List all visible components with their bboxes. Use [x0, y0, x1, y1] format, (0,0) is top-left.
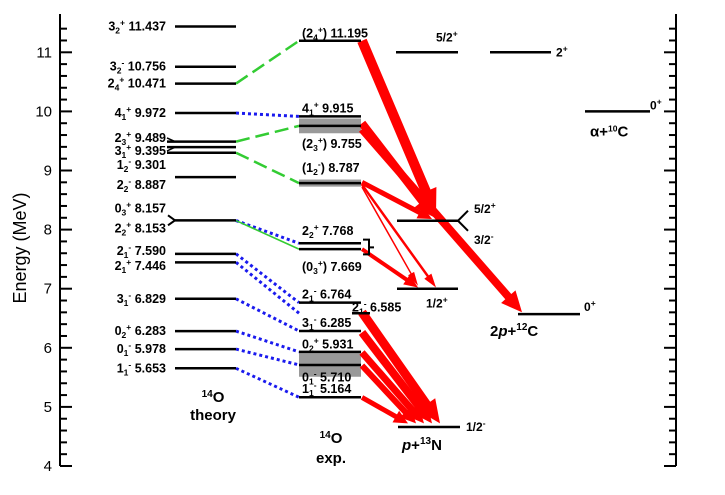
decay-arrows [357, 38, 522, 424]
decay-arrow [360, 180, 432, 219]
exp-level-label: (12​-​) 8.787 [302, 159, 360, 177]
exp-level-label: (24​+​) 11.195 [302, 24, 368, 42]
threshold-top-spin-2: 2+​ [556, 43, 568, 59]
tick-label: 10 [35, 103, 52, 120]
threshold-doublet-split [457, 209, 469, 232]
exp-level-label: 41​+​ 9.915 [302, 99, 353, 117]
theory-level-label: 12​-​ 9.301 [117, 156, 166, 174]
alpha-threshold-spin: 0+​ [650, 96, 662, 112]
twop-threshold-label: 2p+12C [490, 322, 538, 340]
threshold-half-plus-spin: 1/2+​ [426, 295, 448, 311]
exp-level-label: 21​-​ 6.764 [302, 286, 351, 304]
theory-level-label: 24​+​ 10.471 [108, 75, 166, 93]
theory-level-label: 21​-​ 7.590 [117, 242, 166, 260]
y-axis-title: Energy (MeV) [10, 192, 30, 303]
theory-level-label: 32​+​ 11.437 [108, 17, 166, 35]
tick-label: 9 [44, 163, 52, 180]
connection-line-dot-blue [235, 219, 300, 245]
connection-line-dot-blue [235, 261, 300, 315]
tick-label: 6 [44, 340, 52, 357]
decay-arrow [357, 38, 437, 216]
theory-title-kind: theory [190, 407, 237, 424]
theory-level-label: 32​-​ 10.756 [110, 58, 166, 76]
theory-level-bracket [167, 214, 177, 227]
theory-level-label: 23​+​ 9.489 [115, 129, 166, 147]
theory-level-label: 02​+​ 6.283 [115, 322, 166, 340]
theory-connector [166, 137, 176, 143]
threshold-doublet-spin-1: 5/2+​ [474, 200, 496, 216]
decay-arrow [361, 184, 436, 288]
exp-level-label: (23​+​) 9.755 [302, 135, 362, 153]
alpha-threshold-label: α+10​C [590, 123, 628, 140]
exp-title-nucleus: 14O [320, 430, 343, 448]
decay-arrow [360, 395, 408, 424]
connection-line-solid-green [235, 219, 300, 250]
decay-arrow [360, 247, 418, 288]
exp-doublet-bracket [363, 238, 374, 256]
exp-level-label: 02​+​ 5.931 [302, 335, 353, 353]
theory-level-label: 22​+​ 8.153 [115, 219, 166, 237]
theory-connector [166, 146, 176, 152]
connection-line-dot-blue [235, 366, 300, 399]
exp-title-kind: exp. [316, 450, 346, 467]
decay-arrow [359, 126, 522, 313]
threshold-doublet-spin-2: 3/2-​ [474, 231, 494, 247]
theory-level-label: 03​+​ 8.157 [115, 199, 166, 217]
tick-label: 7 [44, 281, 52, 298]
decay-arrow [359, 350, 424, 424]
connection-lines [235, 39, 300, 399]
left-energy-axis: 4 5 6 7 8 9 10 11 [35, 14, 72, 475]
exp-level-label: (03​+​) 7.669 [302, 258, 362, 276]
pN-threshold-spin: 1/2-​ [466, 418, 486, 434]
theory-level-label: 31​+​ 9.395 [115, 142, 166, 160]
tick-label: 4 [44, 458, 52, 475]
tick-label: 8 [44, 222, 52, 239]
exp-level-label: 21​-​ 6.585 [352, 299, 401, 317]
connection-line-dot-blue [235, 329, 300, 354]
decay-arrow [358, 309, 440, 424]
tick-label: 5 [44, 399, 52, 416]
pN-threshold-label: p+13N [401, 436, 442, 454]
exp-level-label: 11​-​ 5.164 [302, 380, 351, 398]
right-energy-axis [664, 14, 677, 467]
connection-line-dash-green [235, 124, 300, 143]
exp-level-label: 31​-​ 6.285 [302, 314, 351, 332]
connection-line-dash-green [235, 39, 300, 85]
decay-arrow [359, 363, 416, 424]
theory-level-label: 31​-​ 6.829 [117, 290, 166, 308]
theory-level-label: 41​+​ 9.972 [115, 104, 166, 122]
connection-line-dash-green [235, 151, 300, 185]
theory-level-label: 21​+​ 7.446 [115, 257, 166, 275]
connection-line-dot-blue [235, 111, 300, 118]
theory-title-nucleus: 14O [202, 389, 225, 407]
decay-arrow [361, 186, 418, 286]
decay-arrow [358, 330, 432, 424]
connection-line-dot-blue [235, 347, 300, 367]
connection-line-dot-blue [235, 252, 300, 304]
connection-line-dot-blue [235, 297, 300, 333]
theory-level-label: 22​-​ 8.887 [117, 176, 166, 194]
tick-label: 11 [36, 44, 52, 61]
exp-levels: (24​+​) 11.195 41​+​ 9.915 (23​+​) 9.755 (1… [299, 24, 401, 399]
threshold-levels: 5/2+​ 2+​ 0+​ α+10​C 5/2+​ 3/2-​ 1/2+​ 0+​ 2p+12… [396, 28, 662, 454]
theory-level-label: 11​-​ 5.653 [117, 359, 166, 377]
threshold-top-spin-1: 5/2+​ [436, 28, 458, 44]
theory-level-label: 01​-​ 5.978 [117, 340, 166, 358]
twop-threshold-spin: 0+​ [584, 298, 596, 314]
exp-level-label: 01​-​ 5.710 [302, 368, 351, 386]
exp-level-label: 22​+​ 7.768 [302, 222, 353, 240]
